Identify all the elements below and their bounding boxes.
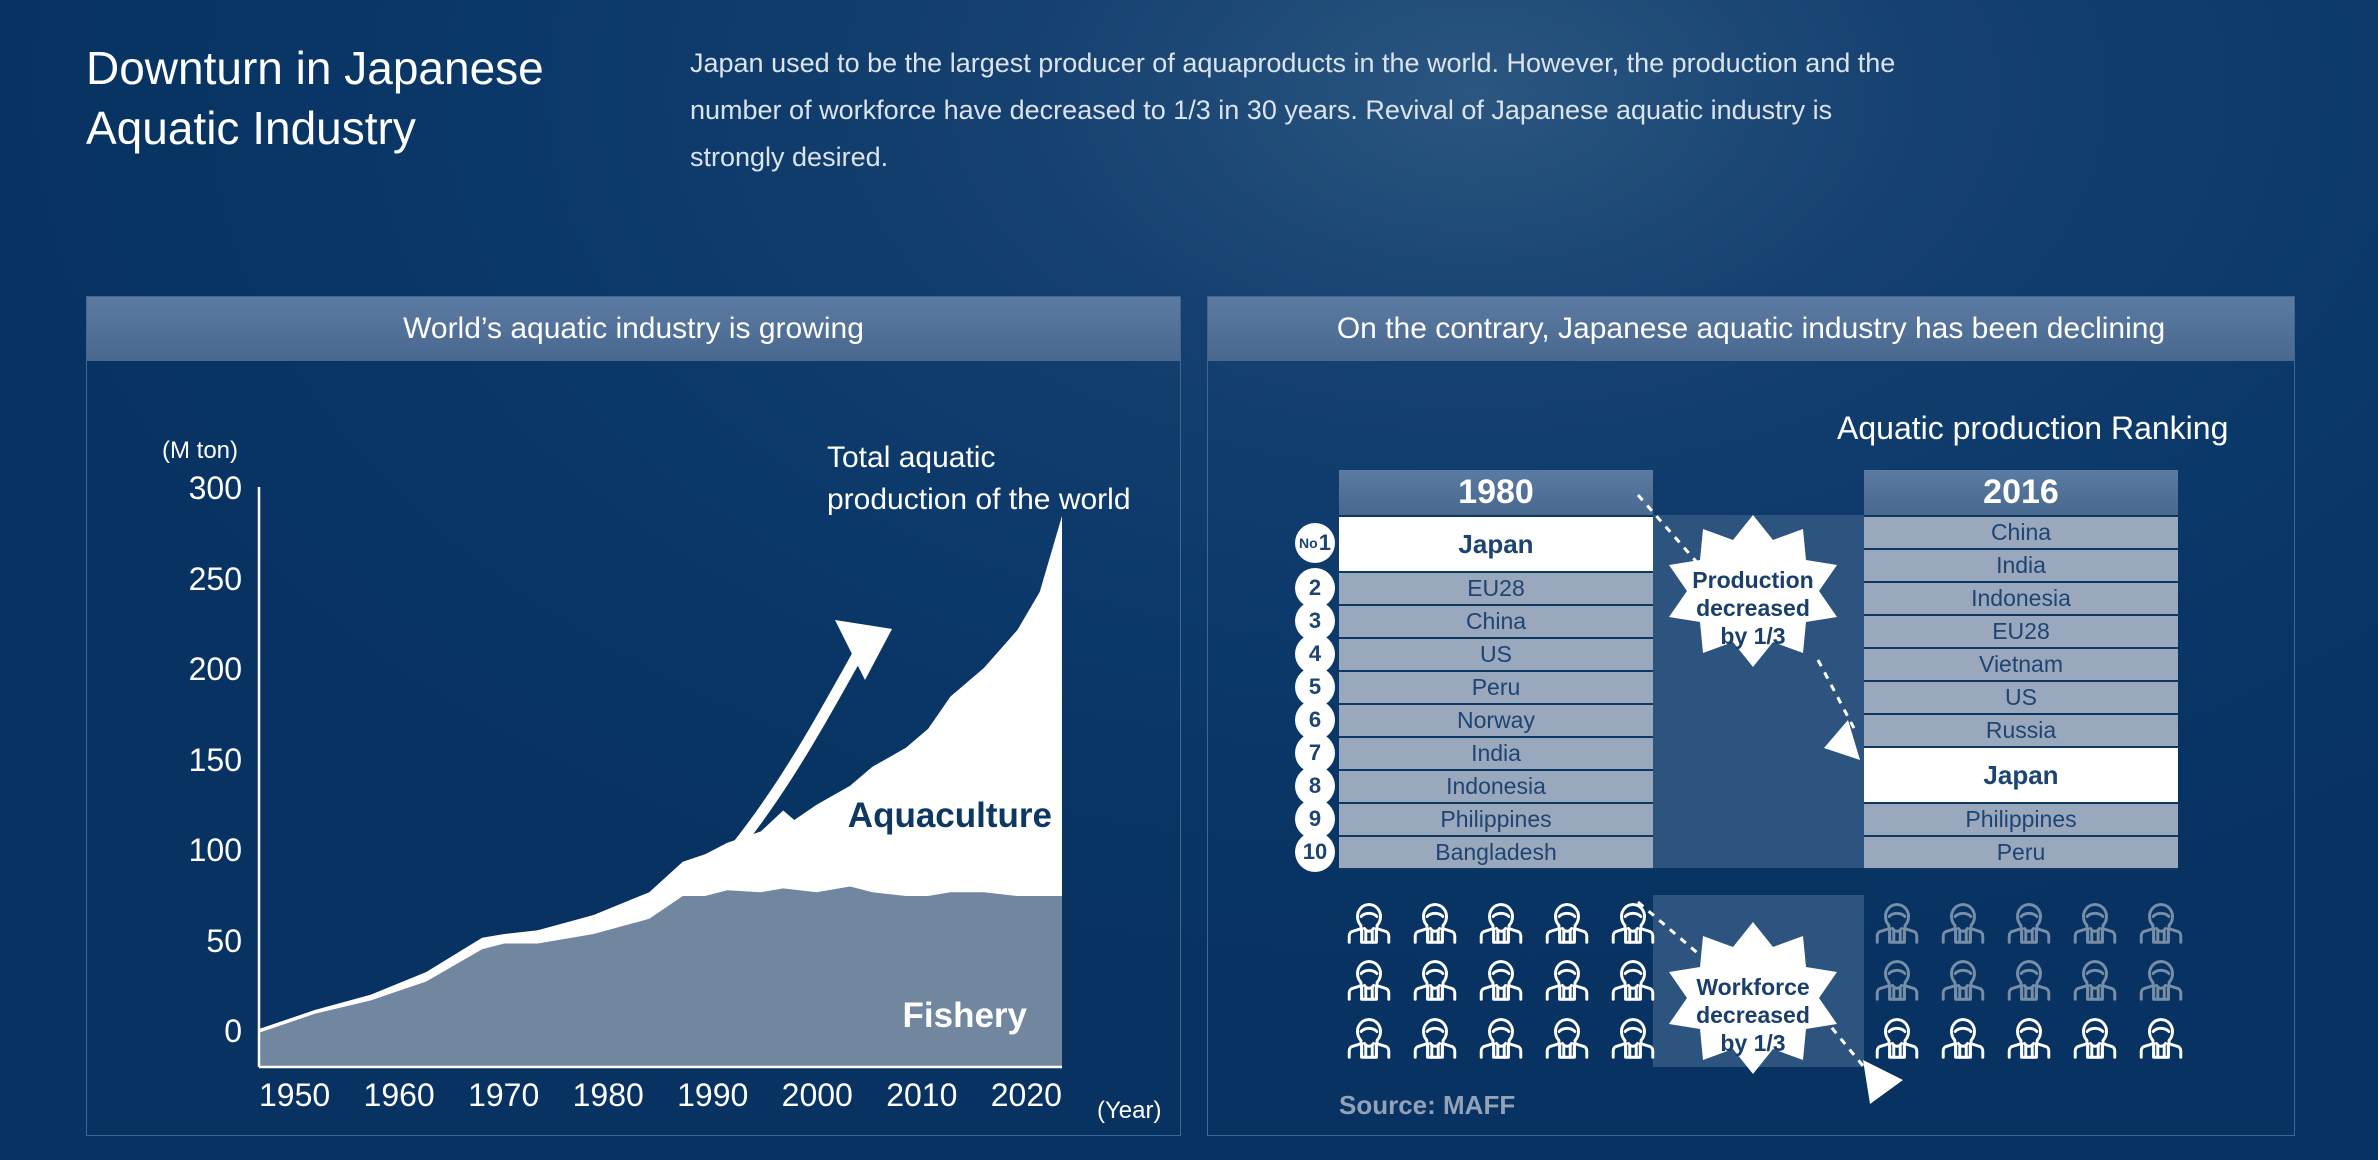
svg-text:decreased: decreased [1696,1002,1810,1028]
svg-text:Production: Production [1692,567,1813,593]
svg-text:Workforce: Workforce [1696,974,1809,1000]
svg-text:decreased: decreased [1696,595,1810,621]
svg-text:by 1/3: by 1/3 [1720,1030,1785,1056]
svg-text:by 1/3: by 1/3 [1720,623,1785,649]
svg-text:Aquaculture: Aquaculture [848,796,1052,835]
svg-text:Fishery: Fishery [903,996,1028,1035]
